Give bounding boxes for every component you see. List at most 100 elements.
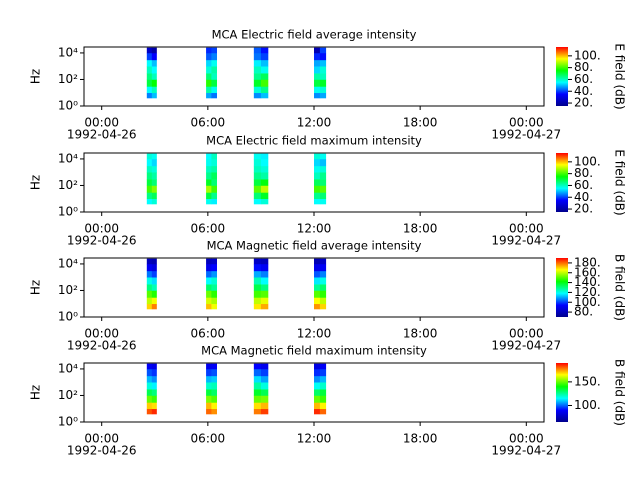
spectrogram-cell: [314, 165, 321, 173]
y-axis-label: Hz: [29, 385, 43, 400]
spectrogram-cell: [253, 277, 262, 285]
spectrogram-cell: [151, 172, 157, 180]
spectrogram-cell: [319, 79, 327, 87]
x-tick-date: 1992-04-27: [491, 234, 561, 248]
spectrogram-cell: [314, 198, 321, 205]
spectrogram-cell: [206, 270, 212, 278]
spectrogram-cell: [151, 402, 157, 410]
spectrogram-cell: [253, 185, 262, 193]
spectrogram-cell: [206, 402, 212, 410]
y-tick-label: 10⁴: [58, 256, 78, 270]
colorbar: [556, 153, 568, 212]
spectrogram-cell: [314, 66, 321, 74]
spectrogram-cell: [253, 153, 262, 160]
spectrogram-cell: [146, 192, 153, 200]
spectrogram-cell: [151, 395, 157, 403]
spectrogram-cell: [319, 86, 327, 94]
spectrogram-cell: [211, 165, 217, 173]
spectrogram-cell: [206, 158, 212, 167]
colorbar-tick-label: 40.: [574, 190, 593, 204]
x-tick-label: 06:00: [191, 327, 226, 341]
x-tick-label: 18:00: [403, 116, 438, 130]
spectrogram-cell: [319, 47, 327, 54]
spectrogram-cell: [314, 47, 321, 54]
x-tick-date: 1992-04-27: [491, 128, 561, 142]
x-tick-label: 18:00: [403, 327, 438, 341]
colorbar: [556, 363, 568, 422]
spectrogram-cell: [146, 395, 153, 403]
spectrogram-cell: [146, 47, 153, 54]
spectrogram-cell: [260, 290, 269, 298]
spectrogram-cell: [319, 389, 327, 396]
spectrogram-cell: [253, 389, 262, 396]
spectrogram-cell: [151, 375, 157, 383]
spectrogram-cell: [151, 79, 157, 87]
spectrogram-cell: [319, 192, 327, 200]
panel-title: MCA Magnetic field maximum intensity: [201, 344, 427, 358]
spectrogram-cell: [319, 375, 327, 383]
spectrogram-cell: [146, 270, 153, 278]
panel-title: MCA Electric field average intensity: [212, 28, 417, 42]
y-tick-label: 10²: [58, 72, 78, 86]
x-tick-date: 1992-04-26: [67, 339, 137, 353]
spectrogram-cell: [314, 158, 321, 167]
spectrogram-cell: [146, 73, 153, 80]
spectrogram-cell: [211, 52, 217, 61]
spectrogram-cell: [319, 263, 327, 272]
colorbar-tick-label: 180.: [574, 255, 601, 269]
colorbar-label: B field (dB): [613, 359, 627, 426]
spectrogram-cell: [319, 303, 327, 310]
y-axis-label: Hz: [29, 69, 43, 84]
x-tick-label: 06:00: [191, 432, 226, 446]
spectrogram-cell: [314, 284, 321, 291]
spectrogram-cell: [260, 389, 269, 396]
spectrogram-cell: [314, 153, 321, 160]
spectrogram-cell: [151, 73, 157, 80]
spectrogram-cell: [206, 153, 212, 160]
spectrogram-cell: [151, 47, 157, 54]
x-tick-label: 12:00: [297, 222, 332, 236]
y-tick-label: 10⁰: [58, 415, 78, 429]
spectrogram-cell: [253, 408, 262, 415]
spectrogram-cell: [260, 79, 269, 87]
y-tick-label: 10⁴: [58, 361, 78, 375]
spectrogram-cell: [206, 303, 212, 310]
spectrogram-cell: [211, 395, 217, 403]
spectrogram-cell: [253, 263, 262, 272]
spectrogram-cell: [151, 192, 157, 200]
spectrogram-cell: [314, 192, 321, 200]
spectrogram-cell: [211, 375, 217, 383]
spectrogram-cell: [314, 92, 321, 99]
spectrogram-cell: [151, 86, 157, 94]
spectrogram-cell: [319, 395, 327, 403]
colorbar-tick-label: 100.: [574, 295, 601, 309]
spectrogram-cell: [314, 270, 321, 278]
spectrogram-cell: [260, 92, 269, 99]
spectrogram-cell: [260, 59, 269, 67]
spectrogram-cell: [319, 172, 327, 180]
spectrogram-cell: [211, 172, 217, 180]
spectrogram-cell: [146, 158, 153, 167]
spectrogram-cell: [146, 185, 153, 193]
spectrogram-cell: [319, 363, 327, 370]
spectrogram-cell: [260, 172, 269, 180]
panel-title: MCA Electric field maximum intensity: [206, 134, 422, 148]
spectrogram-cell: [146, 179, 153, 186]
spectrogram-cell: [260, 153, 269, 160]
spectrogram-cell: [253, 402, 262, 410]
spectrogram-cell: [146, 258, 153, 265]
spectrogram-cell: [314, 263, 321, 272]
x-tick-label: 00:00: [84, 222, 119, 236]
spectrogram-cell: [146, 165, 153, 173]
spectrogram-cell: [146, 92, 153, 99]
spectrogram-cell: [151, 59, 157, 67]
spectrogram-cell: [146, 402, 153, 410]
spectrogram-cell: [151, 153, 157, 160]
spectrogram-cell: [206, 290, 212, 298]
y-tick-label: 10⁰: [58, 99, 78, 113]
x-tick-label: 00:00: [84, 327, 119, 341]
x-tick-label: 00:00: [509, 327, 544, 341]
colorbar-tick-label: 60.: [574, 72, 593, 86]
colorbar-tick-label: 120.: [574, 285, 601, 299]
colorbar-tick-label: 160.: [574, 265, 601, 279]
